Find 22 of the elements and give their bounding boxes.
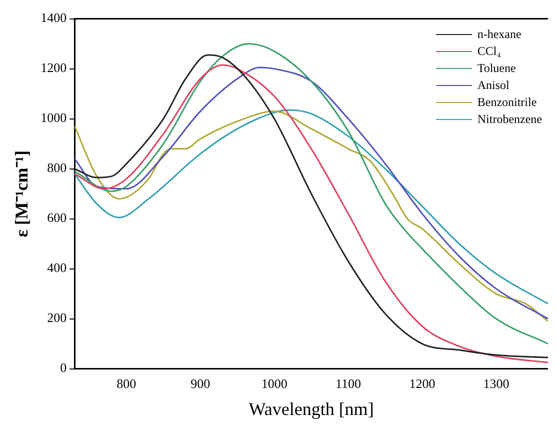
legend-label: CCl₄	[477, 43, 501, 60]
legend-label: n-hexane	[477, 26, 522, 43]
y-tick-label: 1000	[40, 110, 67, 126]
legend-label: Anisol	[477, 77, 510, 94]
y-tick-label: 200	[47, 310, 67, 326]
legend-label: Toluene	[477, 60, 516, 77]
y-tick-label: 1200	[40, 60, 67, 76]
x-tick-label: 800	[116, 376, 136, 392]
y-axis-title: ε [M⁻¹cm⁻¹]	[11, 150, 32, 238]
x-axis-title: Wavelength [nm]	[248, 398, 374, 419]
y-tick-label: 1400	[40, 10, 67, 26]
legend-label: Nitrobenzene	[477, 111, 542, 128]
y-tick-label: 0	[60, 360, 67, 376]
y-tick-label: 400	[47, 260, 67, 276]
x-tick-label: 1000	[261, 376, 288, 392]
x-tick-label: 1100	[336, 376, 362, 392]
legend-label: Benzonitrile	[477, 94, 537, 111]
x-tick-label: 900	[190, 376, 210, 392]
y-tick-label: 600	[47, 210, 67, 226]
x-tick-label: 1300	[483, 376, 510, 392]
x-tick-label: 1200	[409, 376, 436, 392]
y-tick-label: 800	[47, 160, 67, 176]
